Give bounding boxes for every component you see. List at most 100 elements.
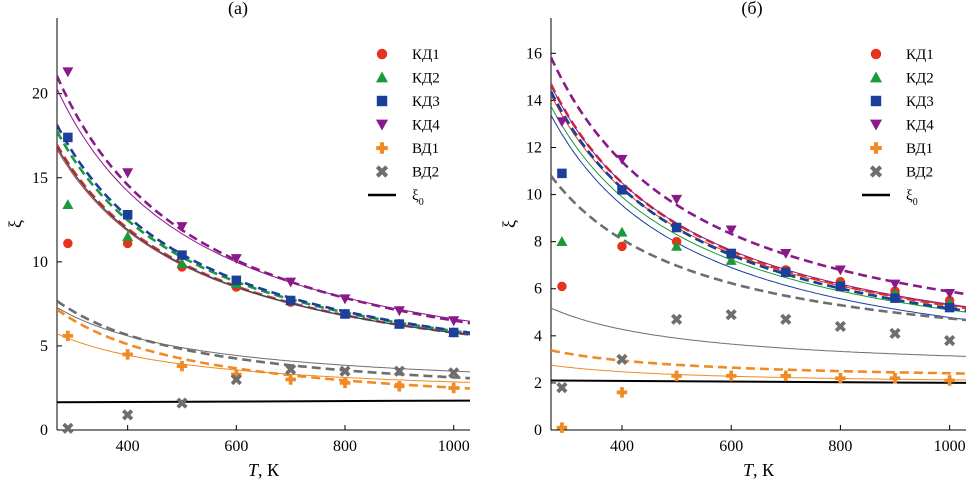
y-tick-label: 10 [526,187,542,204]
data-point [339,294,351,305]
data-point [339,365,351,377]
legend-label: КД2 [906,71,934,87]
data-point [780,370,792,382]
fit-solid-кд2 [551,105,966,313]
legend-label-subscript: 0 [913,197,918,208]
series-КД3 [63,132,459,338]
legend-label: КД3 [906,94,934,110]
legend-item: ξ0 [862,188,918,208]
x-axis-title: T, К [248,460,280,480]
data-point [725,254,737,265]
fit-solid-вд2 [551,307,966,357]
y-axis-title: ξ [499,220,519,228]
legend-item: ВД1 [870,141,933,157]
data-point [781,267,791,278]
legend-label: ВД2 [412,165,439,181]
data-point [176,397,188,409]
data-point [780,313,792,325]
fit-curves [551,56,966,384]
legend-item: КД4 [869,118,934,134]
panel-title: (а) [228,0,248,19]
data-point [122,210,133,220]
legend-item: ВД1 [376,141,439,157]
series-КД4 [62,67,460,327]
data-point [616,353,628,365]
data-point [448,382,459,394]
legend-item: КД3 [376,94,440,110]
legend-item: ξ0 [368,188,424,208]
data-point [726,248,736,259]
data-point [62,199,74,210]
series-ВД1 [62,330,459,394]
data-point [944,302,955,313]
legend-marker [870,48,882,60]
series-КД3 [557,168,955,313]
series-ВД1 [556,370,955,433]
data-point [889,279,901,290]
legend-label: ВД2 [906,165,933,181]
x-tick-label: 400 [610,438,634,455]
legend-marker [375,165,389,178]
data-point [62,422,74,434]
data-point [63,132,73,143]
data-point [122,409,134,421]
fit-dashed-кд2 [551,90,966,313]
legend-label: КД3 [412,94,440,110]
y-tick-label: 8 [534,234,542,251]
legend-item: КД3 [870,94,934,110]
legend-marker [376,95,388,107]
data-point [230,254,242,264]
data-point [835,372,846,384]
legend-label: ξ0 [906,188,918,208]
legend-label: КД4 [906,118,934,134]
y-axis-title: ξ [5,220,25,228]
data-point [944,375,955,386]
legend-marker [869,165,883,178]
legend-marker [376,142,388,154]
legend-item: ВД2 [375,165,439,181]
legend-marker [870,95,882,107]
legend-label: КД4 [412,118,440,134]
data-point [834,265,846,276]
x-tick-label: 600 [719,438,743,455]
data-point [177,250,187,260]
data-point [122,168,134,179]
data-point [231,275,242,286]
legend-marker [375,71,389,83]
data-point [62,330,74,342]
legend: КД1 КД2 КД3 КД4 ВД1 ВД2 ξ0 [368,47,440,208]
series-ВД2 [62,363,460,434]
fit-dashed-кд4 [57,75,470,325]
data-point [671,313,683,325]
fit-dashed-вд2 [57,299,470,380]
y-tick-label: 6 [534,281,542,298]
data-point [890,293,900,303]
data-point [448,316,460,327]
xi0-line [551,379,966,384]
data-point [617,185,627,195]
x-axis-title: T, К [743,460,775,480]
data-point [671,240,683,251]
fit-dashed-кд4 [551,56,966,296]
y-tick-label: 0 [40,422,48,439]
data-point [448,327,459,338]
x-tick-label: 1000 [934,438,966,455]
fit-curves [57,75,470,404]
legend-label-xi: ξ [906,188,913,204]
data-point [671,194,683,205]
x-tick-label: 600 [224,438,248,455]
data-point [725,370,737,382]
data-point [944,289,956,299]
data-point [834,320,846,332]
fit-dashed-вд1 [57,308,470,390]
data-point [285,363,297,376]
y-tick-label: 10 [32,254,48,271]
fit-dashed-вд2 [551,175,966,322]
legend-marker [869,71,883,83]
data-point [448,367,460,379]
y-tick-label: 20 [32,86,48,103]
data-point [339,377,351,389]
fit-dashed-кд1 [551,83,966,310]
legend-marker [375,119,389,131]
y-tick-label: 14 [526,92,542,109]
